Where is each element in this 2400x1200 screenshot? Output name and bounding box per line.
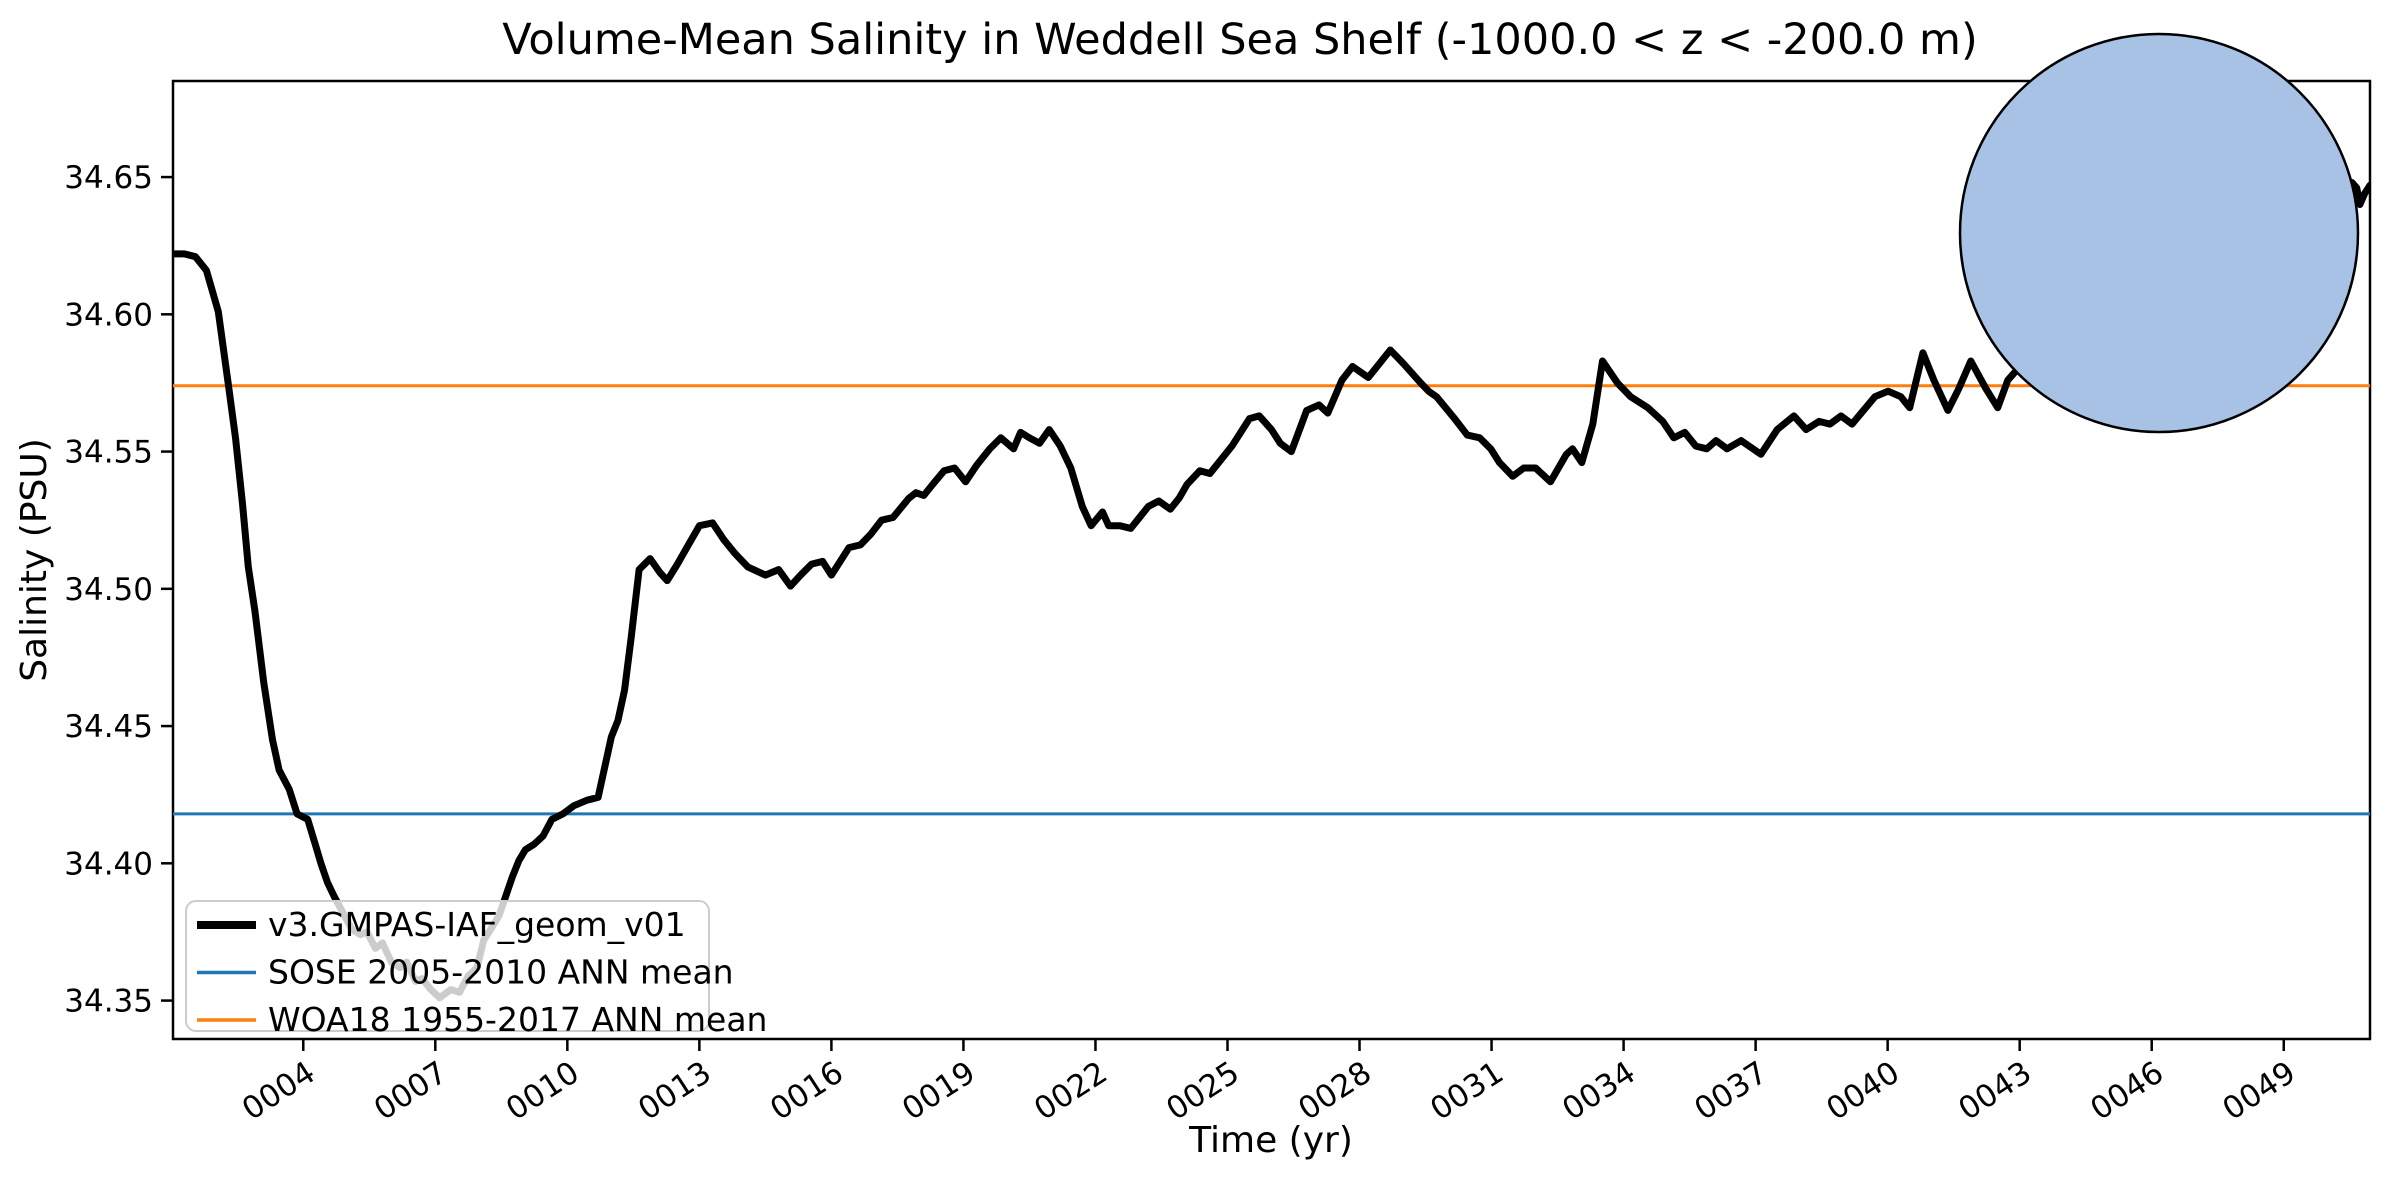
- x-tick-label: 0040: [1820, 1055, 1906, 1128]
- x-tick-label: 0016: [764, 1055, 850, 1128]
- y-tick-label: 34.60: [64, 297, 153, 333]
- x-tick-label: 0013: [632, 1055, 718, 1128]
- x-tick-label: 0046: [2084, 1055, 2170, 1128]
- y-tick-label: 34.55: [64, 435, 153, 471]
- x-tick-label: 0049: [2216, 1055, 2302, 1128]
- x-tick-label: 0010: [500, 1055, 586, 1128]
- legend-item-label: WOA18 1955-2017 ANN mean: [268, 1000, 767, 1039]
- legend-item-label: SOSE 2005-2010 ANN mean: [268, 953, 734, 992]
- x-tick-label: 0034: [1556, 1055, 1642, 1128]
- x-tick-label: 0019: [896, 1055, 982, 1128]
- x-tick-label: 0007: [368, 1055, 454, 1128]
- y-tick-label: 34.50: [64, 572, 153, 608]
- x-tick-label: 0037: [1688, 1055, 1774, 1128]
- map-border: [1958, 32, 2360, 434]
- y-tick-label: 34.45: [64, 709, 153, 745]
- x-tick-label: 0031: [1424, 1055, 1510, 1128]
- y-axis-ticks: 34.35 34.40 34.45 34.50 34.55 34.60 34.65: [64, 160, 173, 1020]
- x-axis-ticks: 0004 0007 0010 0013 0016 0019 0022 0025 0028 0031…: [236, 1039, 2302, 1128]
- map-ocean: [1960, 34, 2358, 432]
- x-axis-label: Time (yr): [1188, 1120, 1353, 1161]
- y-tick-label: 34.35: [64, 984, 153, 1020]
- x-tick-label: 0022: [1028, 1055, 1114, 1128]
- plot-frame: [171, 79, 2372, 1041]
- chart-title: Volume-Mean Salinity in Weddell Sea Shel…: [502, 15, 1977, 65]
- y-tick-label: 34.40: [64, 846, 153, 882]
- x-tick-label: 0043: [1952, 1055, 2038, 1128]
- y-axis-label: Salinity (PSU): [14, 438, 55, 682]
- x-tick-label: 0004: [236, 1055, 322, 1128]
- legend-item-label: v3.GMPAS-IAF_geom_v01: [268, 905, 686, 944]
- antarctica-inset-map-icon: [1958, 32, 2360, 434]
- x-tick-label: 0025: [1160, 1055, 1246, 1128]
- x-tick-label: 0028: [1292, 1055, 1378, 1128]
- legend-box: [185, 900, 710, 1032]
- y-tick-label: 34.65: [64, 160, 153, 196]
- legend: v3.GMPAS-IAF_geom_v01 SOSE 2005-2010 ANN …: [185, 900, 767, 1039]
